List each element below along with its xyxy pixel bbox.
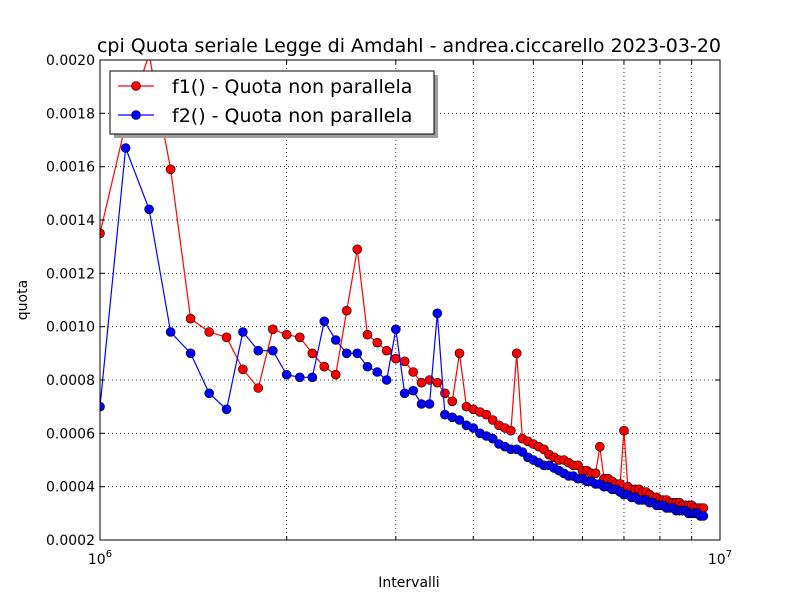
y-tick-label: 0.0004 <box>46 480 95 496</box>
series-2-point <box>372 367 383 377</box>
series-2-point <box>185 348 196 359</box>
series-1-point <box>506 425 516 436</box>
series-2-point <box>268 345 278 356</box>
series-1-point <box>399 356 410 367</box>
series-1-point <box>204 327 214 337</box>
y-tick-label: 0.0002 <box>46 533 95 549</box>
series-2 <box>100 143 709 521</box>
series-1-point <box>185 313 196 324</box>
y-tick-label: 0.0010 <box>46 320 95 336</box>
series-1-point <box>447 396 458 407</box>
series-2-point <box>341 348 352 359</box>
plot-area <box>100 60 720 540</box>
legend: f1() - Quota non parallela f2() - Quota … <box>109 70 438 138</box>
series-2-point <box>362 361 373 372</box>
series-1-point <box>381 345 392 356</box>
series-2-point <box>399 388 410 399</box>
series-1-point <box>268 324 278 335</box>
x-tick-labels: 106 107 <box>88 549 732 568</box>
y-tick-label: 0.0014 <box>46 213 95 229</box>
series-2-point <box>253 345 264 356</box>
series-1-point <box>307 348 318 359</box>
series-2-point <box>352 348 363 359</box>
x-tick-label: 107 <box>708 549 732 568</box>
y-tick-label: 0.0008 <box>46 373 95 389</box>
series-1-point <box>165 164 176 175</box>
series-1-point <box>595 441 605 452</box>
series-2-point <box>120 143 131 153</box>
series-2-point <box>487 433 498 444</box>
series-2-point <box>330 335 341 345</box>
series-2-point <box>204 388 214 399</box>
series-1-point <box>511 348 522 359</box>
series-2-point <box>221 404 232 415</box>
legend-marker-f2 <box>131 110 141 120</box>
series-2-point <box>294 372 305 383</box>
y-axis-label: quota <box>15 280 31 320</box>
ticks <box>99 59 721 541</box>
series-1-point <box>253 383 264 393</box>
x-tick-label-base: 10 <box>88 552 106 568</box>
series-1-point <box>319 361 330 372</box>
y-tick-label: 0.0020 <box>46 53 95 69</box>
series-1-point <box>221 332 232 343</box>
legend-box <box>109 70 435 135</box>
series-2-point <box>416 399 427 409</box>
series-1-point <box>372 337 383 348</box>
series-2-point <box>408 385 418 396</box>
x-tick-label: 106 <box>88 549 112 568</box>
x-tick-label-exponent: 7 <box>726 549 732 560</box>
series-1-point <box>100 228 105 239</box>
x-tick-label-base: 10 <box>708 552 726 568</box>
y-tick-label: 0.0018 <box>46 106 95 122</box>
series-2-point <box>281 369 292 380</box>
series-2-point <box>424 399 435 409</box>
series-2-point <box>319 316 330 327</box>
series-1-point <box>619 425 629 436</box>
series-1-point <box>408 367 418 377</box>
series-1-point <box>238 364 248 375</box>
series-2-point <box>698 511 709 521</box>
series-2-point <box>100 401 105 412</box>
series-1-point <box>440 388 450 399</box>
series-1-point <box>432 377 443 388</box>
y-tick-label: 0.0006 <box>46 426 95 442</box>
series-1-point <box>352 244 363 255</box>
legend-label-f1: f1() - Quota non parallela <box>172 76 412 98</box>
legend-marker-f1 <box>131 81 141 91</box>
series-2-point <box>391 324 401 335</box>
series-1-point <box>487 415 498 425</box>
series-2-point <box>381 375 392 385</box>
y-tick-label: 0.0016 <box>46 160 95 176</box>
series-2-point <box>238 327 248 337</box>
series-1-point <box>590 468 601 479</box>
series-1-point <box>330 369 341 380</box>
series-1-point <box>281 329 292 340</box>
plot-frame <box>99 59 721 541</box>
y-tick-label: 0.0012 <box>46 266 95 282</box>
series-1-point <box>294 332 305 343</box>
legend-label-f2: f2() - Quota non parallela <box>172 105 412 127</box>
series-2-point <box>144 204 154 215</box>
x-axis-label: Intervalli <box>378 575 439 591</box>
y-tick-labels: 0.0002 0.0004 0.0006 0.0008 0.0010 0.0012 0.00… <box>46 53 95 549</box>
series-1 <box>100 60 709 513</box>
series-2-point <box>432 308 443 319</box>
series-1-point <box>416 377 427 388</box>
series-1-point <box>481 409 492 420</box>
series-2-point <box>165 327 176 337</box>
series-layer <box>100 60 709 521</box>
series-1-point <box>362 329 373 340</box>
series-2-point <box>307 372 318 383</box>
series-1-point <box>341 305 352 316</box>
series-2-point <box>454 415 465 425</box>
x-tick-label-exponent: 6 <box>106 549 112 560</box>
series-1-point <box>454 348 465 359</box>
series-2-point <box>468 423 479 433</box>
chart-title: cpi Quota seriale Legge di Amdahl - andr… <box>97 35 721 57</box>
